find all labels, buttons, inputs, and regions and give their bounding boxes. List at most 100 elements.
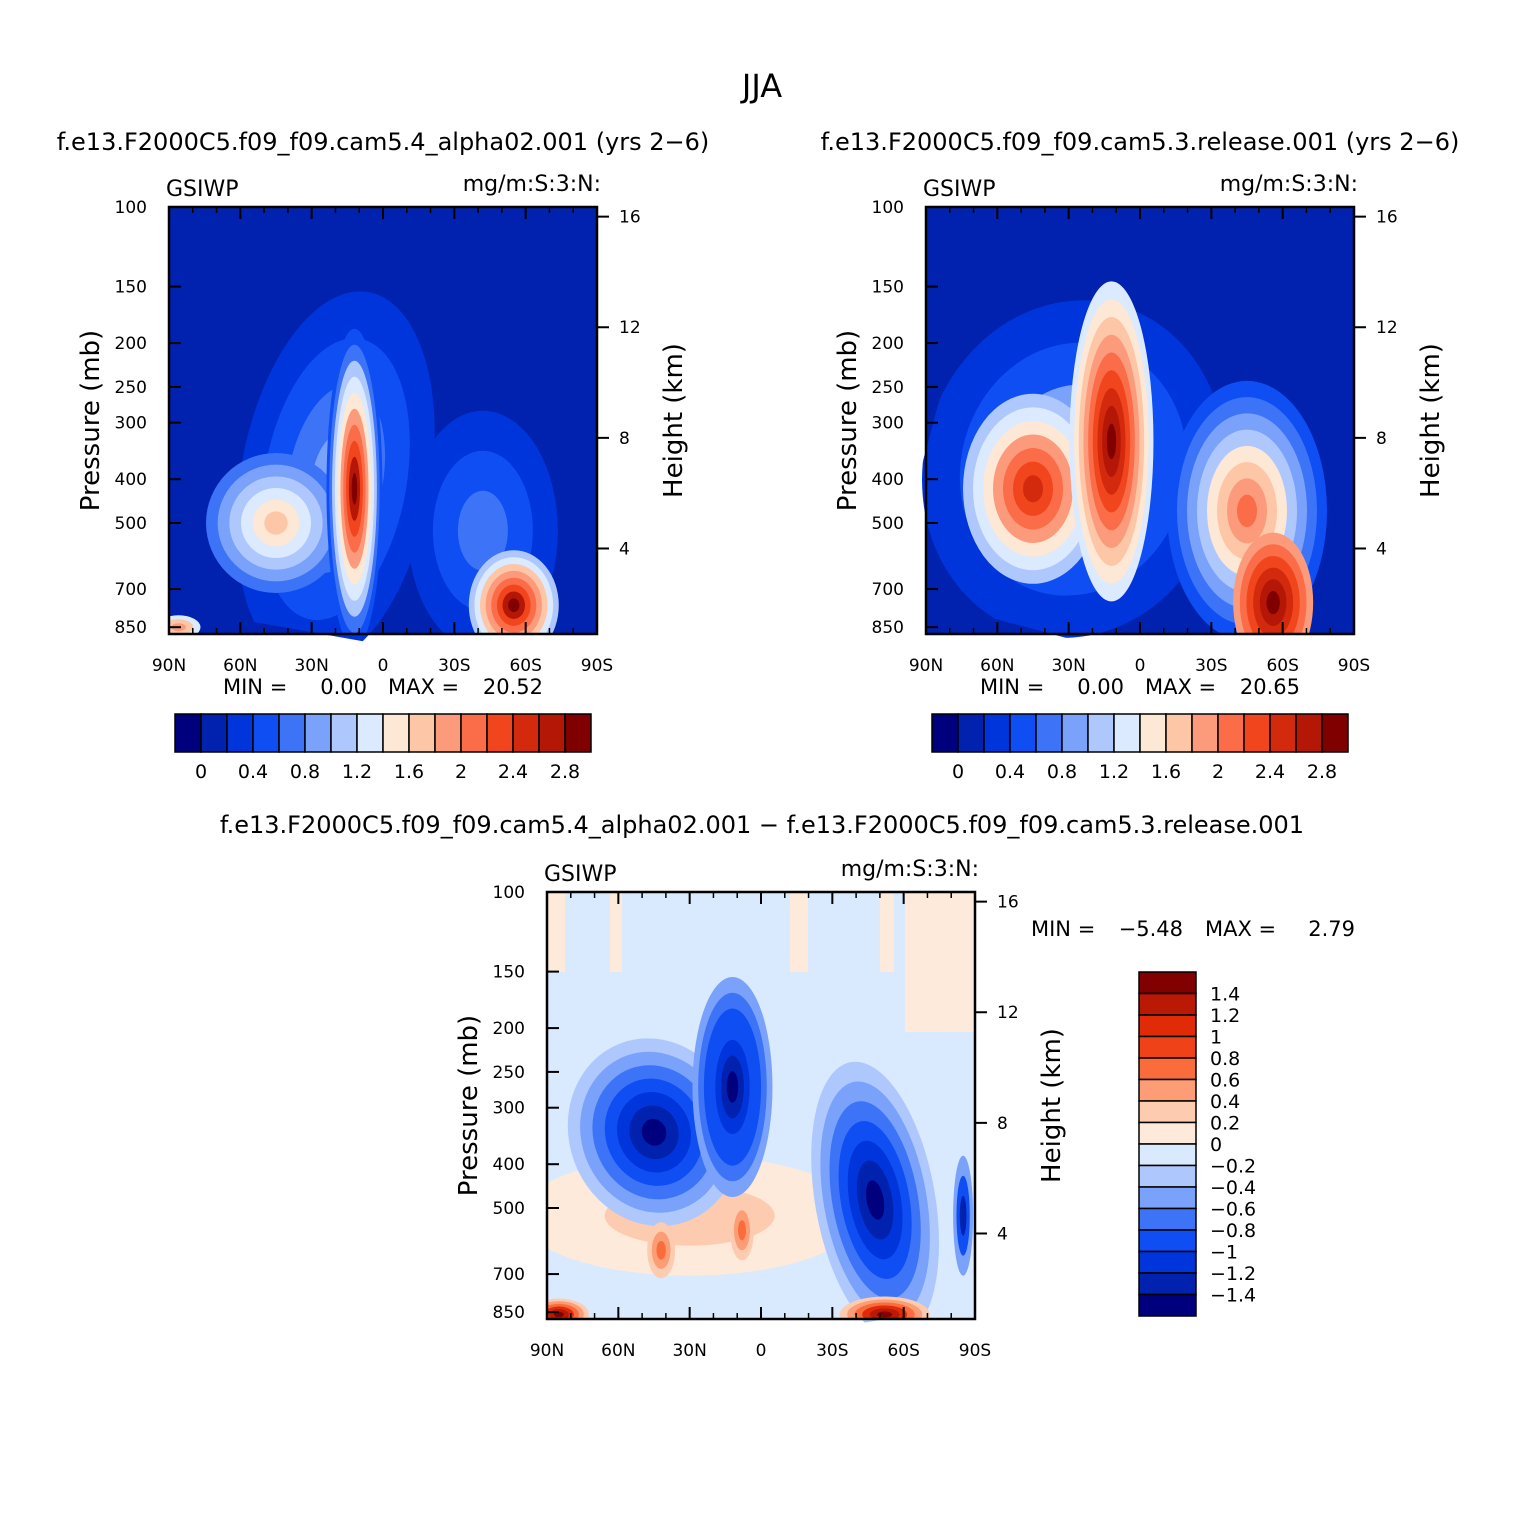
colorbar-box: [1138, 1100, 1197, 1124]
y-tick-label: 500: [872, 514, 904, 534]
y-tick-label: 400: [872, 470, 904, 490]
y-tick-label: 100: [115, 198, 147, 218]
colorbar-label: 2: [455, 761, 467, 783]
contour-level: [726, 1071, 739, 1103]
colorbar-label: 2.4: [498, 761, 528, 783]
colorbar-label: 1.2: [1210, 1005, 1240, 1027]
colorbar-label: 1: [1210, 1027, 1222, 1049]
y-tick-label: 100: [872, 198, 904, 218]
colorbar-box: [1138, 1078, 1197, 1102]
contour-level: [641, 1118, 667, 1146]
colorbar-label: 0.8: [1047, 761, 1077, 783]
colorbar-box: [1138, 1035, 1197, 1059]
max-value: 20.52: [483, 675, 543, 699]
y-axis-title: Pressure (mb): [76, 330, 106, 511]
x-tick-label: 30S: [438, 656, 470, 676]
x-tick-label: 60N: [980, 656, 1014, 676]
y-tick-label: 250: [493, 1063, 525, 1083]
colorbar-box: [278, 713, 306, 753]
colorbar-box: [1191, 713, 1219, 753]
x-tick-label: 60N: [601, 1341, 635, 1361]
colorbar-label: 2.8: [550, 761, 580, 783]
x-tick-label: 30S: [816, 1341, 848, 1361]
units-label: mg/m:S:3:N:: [463, 172, 601, 197]
colorbar-box: [1139, 713, 1167, 753]
colorbar-box: [983, 713, 1011, 753]
contour-level: [737, 1220, 746, 1241]
x-tick-label: 30N: [672, 1341, 706, 1361]
colorbar-box: [1035, 713, 1063, 753]
colorbar-label: 0: [952, 761, 964, 783]
panel-title: f.e13.F2000C5.f09_f09.cam5.3.release.001…: [821, 128, 1460, 156]
y-right-axis-title: Height (km): [1416, 343, 1446, 498]
colorbar-label: 2.8: [1307, 761, 1337, 783]
colorbar-box: [1138, 1207, 1197, 1231]
contour-level: [610, 892, 622, 972]
colorbar-box: [356, 713, 384, 753]
y-tick-label: 400: [115, 470, 147, 490]
y-tick-label: 300: [493, 1099, 525, 1119]
variable-label: GSIWP: [166, 177, 239, 202]
contour-level: [264, 511, 288, 535]
colorbar-label: 0.4: [238, 761, 268, 783]
y-right-tick-label: 4: [619, 539, 630, 559]
x-tick-label: 0: [378, 656, 389, 676]
colorbar-box: [226, 713, 254, 753]
colorbar-box: [1138, 1293, 1197, 1317]
y-right-tick-label: 12: [997, 1003, 1019, 1023]
colorbar-box: [1165, 713, 1193, 753]
y-tick-label: 200: [115, 334, 147, 354]
panel-cam53: f.e13.F2000C5.f09_f09.cam5.3.release.001…: [821, 128, 1460, 783]
y-tick-label: 150: [115, 278, 147, 298]
colorbar-box: [486, 713, 514, 753]
colorbar-box: [512, 713, 540, 753]
colorbar-box: [1138, 1143, 1197, 1167]
colorbar-label: 0.8: [290, 761, 320, 783]
x-tick-label: 60S: [509, 656, 541, 676]
y-right-tick-label: 16: [1376, 208, 1398, 228]
contour-level: [880, 892, 894, 972]
colorbar-label: 0.4: [1210, 1091, 1240, 1113]
x-tick-label: 0: [756, 1341, 767, 1361]
colorbar-label: −0.8: [1210, 1220, 1256, 1242]
y-right-tick-label: 12: [619, 318, 641, 338]
contour-level: [1023, 475, 1043, 503]
max-label: MAX =: [1205, 917, 1276, 941]
colorbar-box: [1138, 1014, 1197, 1038]
y-tick-label: 200: [872, 334, 904, 354]
x-tick-label: 60S: [887, 1341, 919, 1361]
colorbar-box: [1138, 1229, 1197, 1253]
x-tick-label: 90N: [530, 1341, 564, 1361]
x-tick-label: 90N: [152, 656, 186, 676]
colorbar-label: −0.2: [1210, 1156, 1256, 1178]
colorbar-label: 0.4: [995, 761, 1025, 783]
colorbar-label: 1.4: [1210, 984, 1240, 1006]
y-right-tick-label: 12: [1376, 318, 1398, 338]
contour-level: [457, 490, 508, 571]
colorbar-box: [1321, 713, 1349, 753]
colorbar-box: [304, 713, 332, 753]
colorbar-box: [1138, 971, 1197, 995]
colorbar-label: 1.2: [342, 761, 372, 783]
colorbar-box: [1217, 713, 1245, 753]
max-label: MAX =: [388, 675, 459, 699]
y-tick-label: 250: [872, 378, 904, 398]
contour-field: [169, 207, 597, 668]
colorbar-box: [931, 713, 959, 753]
y-axis-title: Pressure (mb): [454, 1015, 484, 1196]
x-tick-label: 90S: [1338, 656, 1370, 676]
colorbar-box: [174, 713, 202, 753]
colorbar-box: [1087, 713, 1115, 753]
colorbar-box: [200, 713, 228, 753]
y-right-tick-label: 4: [997, 1224, 1008, 1244]
y-right-tick-label: 16: [997, 893, 1019, 913]
y-tick-label: 150: [872, 278, 904, 298]
colorbar-label: 0.6: [1210, 1070, 1240, 1092]
y-right-tick-label: 4: [1376, 539, 1387, 559]
y-right-tick-label: 8: [619, 429, 630, 449]
contour-level: [1237, 494, 1257, 528]
y-tick-label: 150: [493, 963, 525, 983]
colorbar: 1.41.210.80.60.40.20−0.2−0.4−0.6−0.8−1−1…: [1138, 971, 1256, 1317]
y-right-tick-label: 8: [1376, 429, 1387, 449]
